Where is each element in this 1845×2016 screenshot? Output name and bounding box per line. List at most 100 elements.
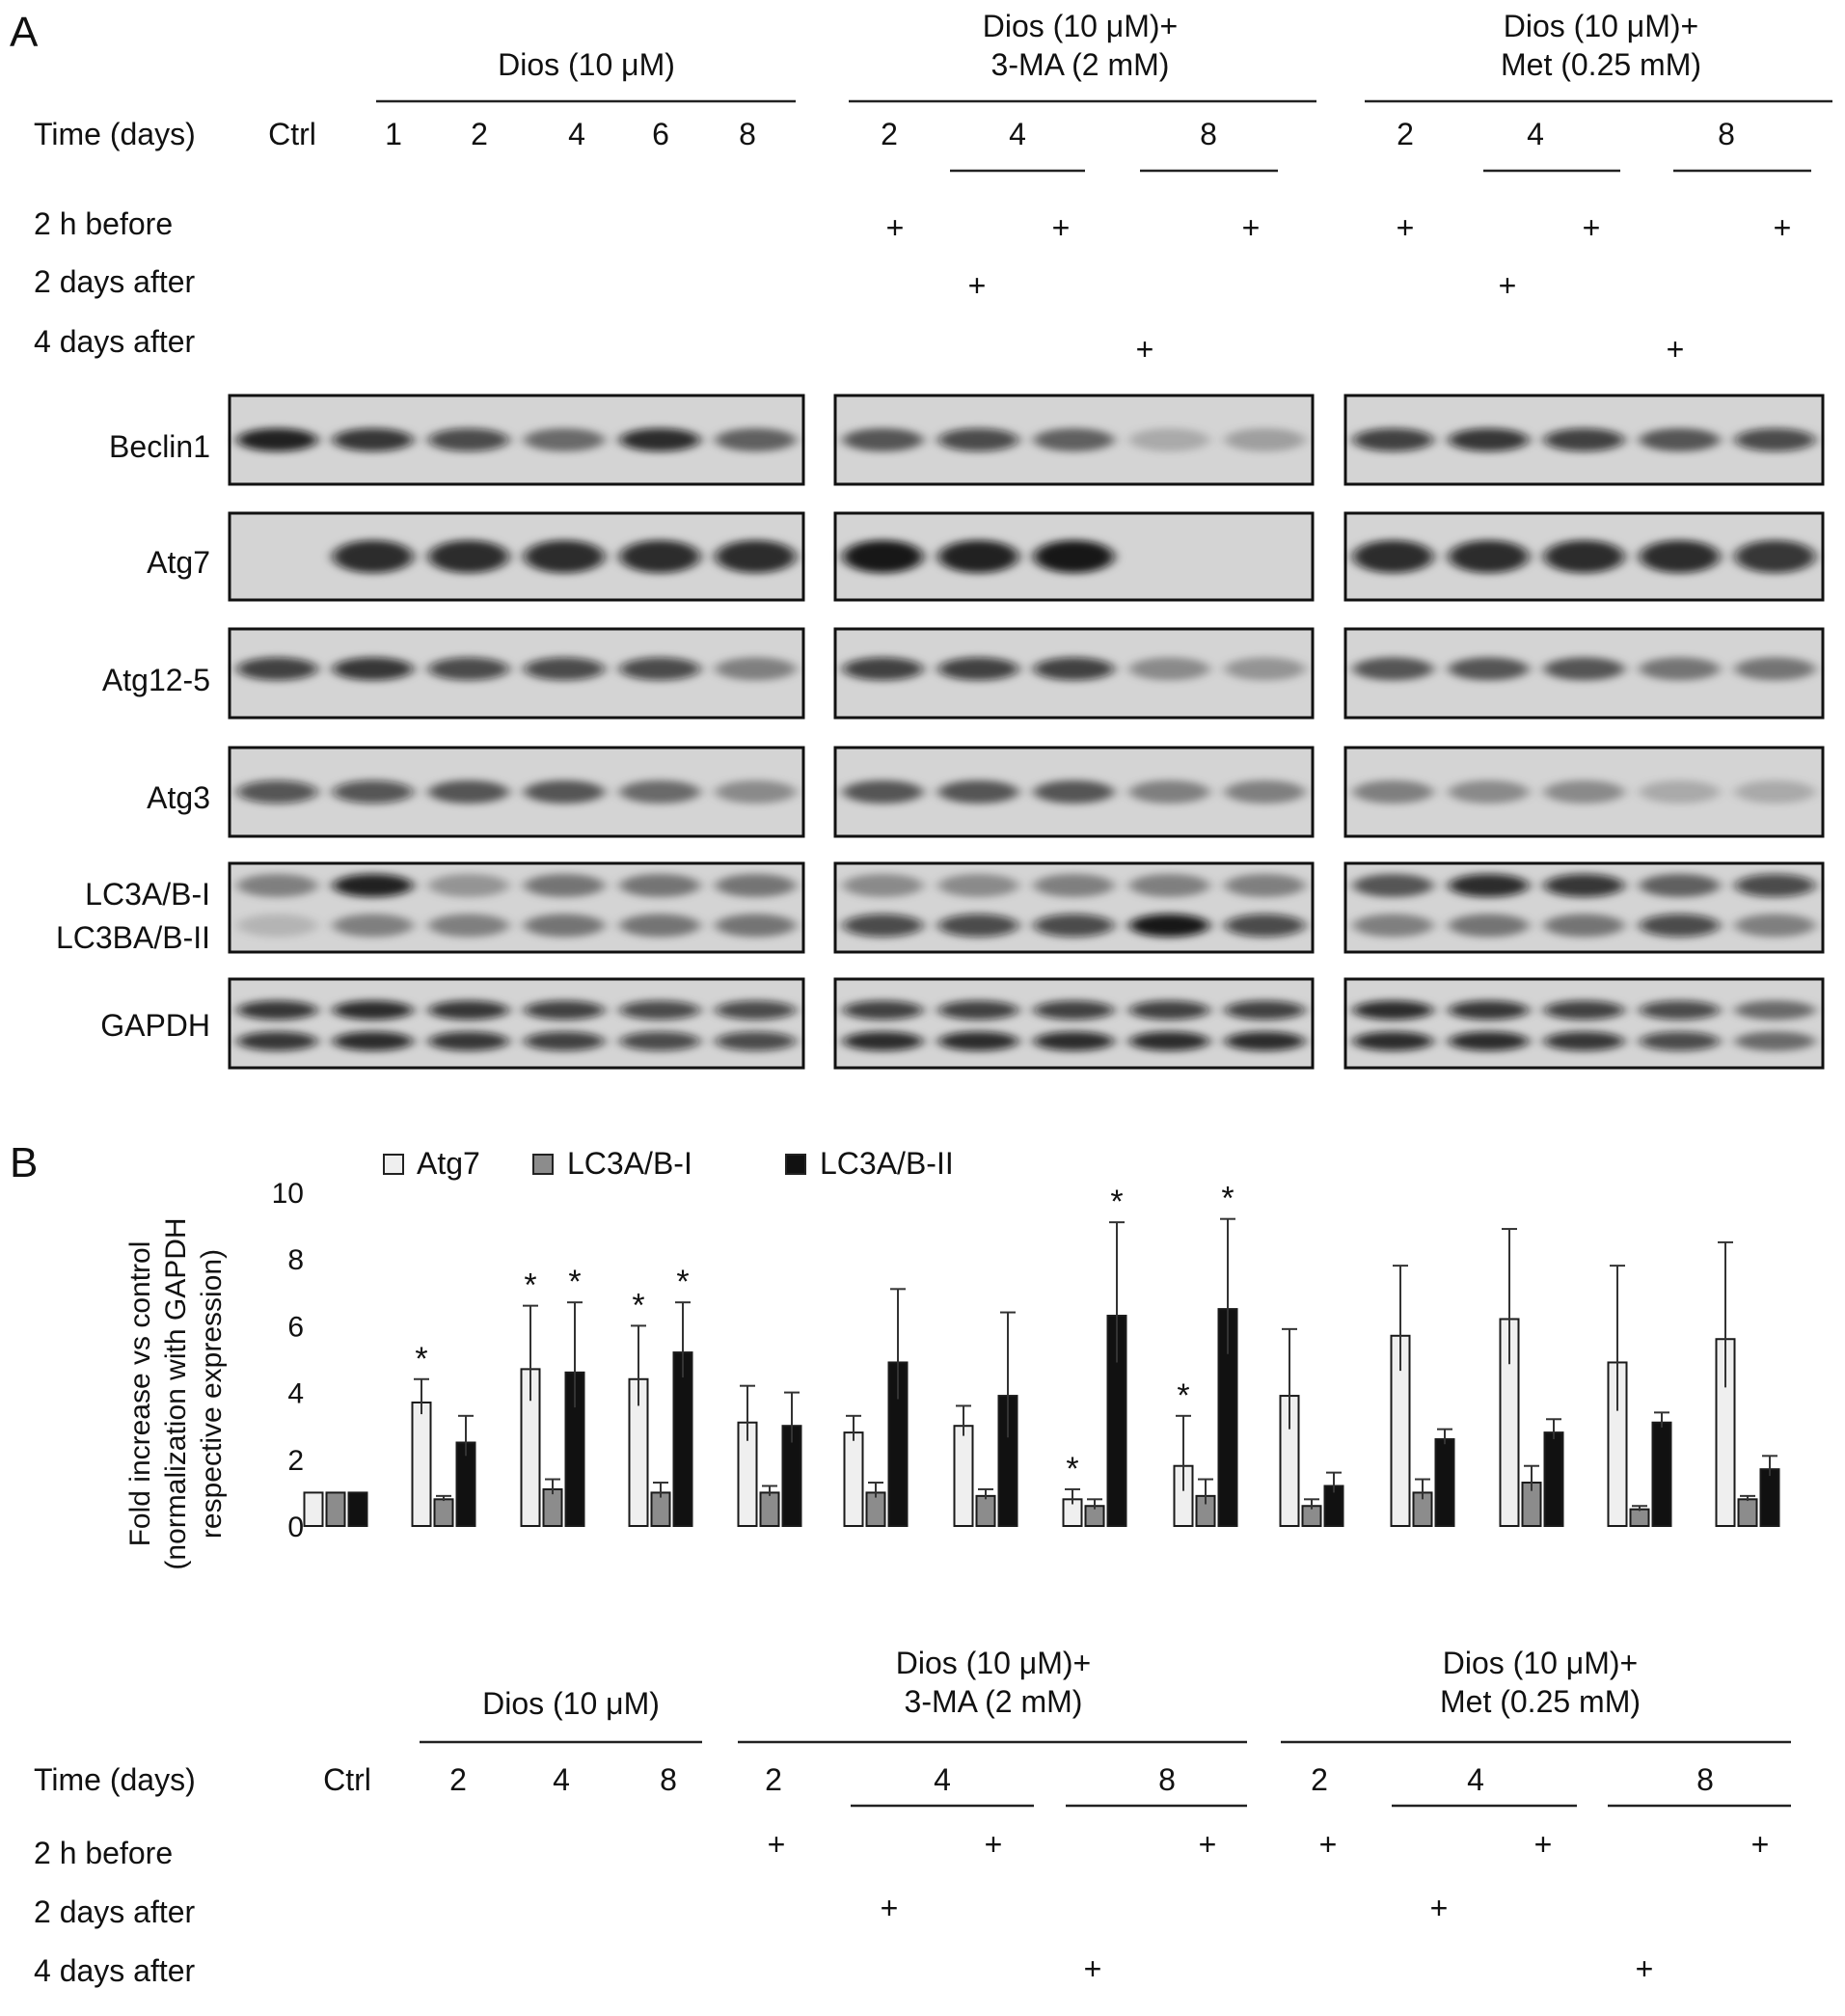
panel-b-plus-signs: + + + + + + + + + + [768, 1827, 1770, 1986]
bar-atg7 [843, 1431, 864, 1527]
panel-b-row-2h-before: 2 h before [34, 1836, 173, 1870]
plus: + [1583, 210, 1601, 245]
blot-band [1224, 657, 1306, 681]
blot-band [333, 657, 414, 681]
blot-band [619, 540, 700, 573]
blot-band [1734, 913, 1816, 938]
significance-star: * [568, 1264, 581, 1300]
blot-band [619, 1000, 700, 1021]
blot-band [1352, 1000, 1434, 1021]
blot-band [715, 657, 797, 681]
panel-b: B Atg7 LC3A/B-I LC3A/B-II Fold increase … [10, 1139, 1791, 1988]
plus: + [886, 210, 905, 245]
blot-band [1448, 657, 1530, 681]
panel-a-met-day-4: 4 [1527, 117, 1544, 151]
blot-band [1448, 428, 1530, 451]
blot-band [1224, 913, 1306, 938]
blot-band [524, 913, 605, 938]
blot-frame [228, 511, 805, 602]
panel-b-row-2days-after: 2 days after [34, 1894, 196, 1929]
plus: + [768, 1827, 786, 1862]
panel-b-row-4days-after: 4 days after [34, 1953, 196, 1988]
plus: + [881, 1891, 899, 1925]
y-axis-label-line3: respective expression) [196, 1249, 228, 1539]
panel-b-group-dios: Dios (10 μM) [482, 1686, 660, 1721]
blot-band [524, 780, 605, 804]
blot-band [1128, 1031, 1210, 1051]
blot-band [715, 1000, 797, 1021]
significance-star: * [1110, 1184, 1123, 1220]
plus: + [1136, 332, 1154, 367]
panel-a-day-1: 1 [385, 117, 402, 151]
legend-swatch-lc3i [532, 1154, 554, 1175]
blot-band [1448, 780, 1530, 804]
blot-band [1639, 874, 1721, 897]
y-tick-label: 10 [272, 1178, 304, 1210]
blot-band [1033, 874, 1115, 897]
blot-band [1224, 1031, 1306, 1051]
panel-a-row-2h-before: 2 h before [34, 206, 173, 241]
plus: + [1774, 210, 1792, 245]
plus: + [985, 1827, 1003, 1862]
blot-band [1033, 1031, 1115, 1051]
panel-a-3ma-day-8: 8 [1200, 117, 1217, 151]
blot-band [524, 1031, 605, 1051]
blot-band [428, 874, 509, 897]
panel-a-ctrl: Ctrl [268, 117, 316, 151]
panel-b-3ma-day-4: 4 [934, 1762, 951, 1797]
bar-lc3i [975, 1494, 996, 1527]
plus: + [968, 268, 987, 303]
y-tick-label: 2 [287, 1445, 304, 1477]
panel-a-day-4: 4 [568, 117, 585, 151]
blot-band [1543, 1031, 1625, 1051]
panel-a-group-met-line1: Dios (10 μM)+ [1504, 9, 1698, 43]
significance-star: * [1066, 1451, 1078, 1487]
protein-atg3: Atg3 [147, 780, 210, 815]
blot-band [428, 780, 509, 804]
significance-star: * [524, 1267, 536, 1304]
blot-band [236, 428, 318, 451]
blot-band [1734, 657, 1816, 681]
y-tick-label: 8 [287, 1244, 304, 1276]
blot-band [1224, 780, 1306, 804]
bar-atg7 [411, 1401, 432, 1527]
bar-lc3i [759, 1491, 780, 1528]
blot-band [236, 913, 318, 938]
blot-band [715, 874, 797, 897]
panel-a-met-day-8: 8 [1718, 117, 1735, 151]
blot-band [842, 1000, 924, 1021]
bar-atg7 [953, 1425, 974, 1527]
blot-band [428, 428, 509, 451]
panel-a-day-2: 2 [471, 117, 488, 151]
y-tick-label: 4 [287, 1378, 304, 1410]
blot-frame [833, 977, 1315, 1070]
bar-lc3i [325, 1491, 346, 1528]
plus: + [1319, 1827, 1338, 1862]
blot-band [1639, 657, 1721, 681]
blot-band [937, 913, 1019, 938]
blot-band [1639, 913, 1721, 938]
blot-band [1448, 1031, 1530, 1051]
protein-gapdh: GAPDH [100, 1008, 210, 1043]
blot-band [1128, 428, 1210, 451]
blot-band [1734, 1031, 1816, 1051]
blot-band [1543, 657, 1625, 681]
blot-band [715, 428, 797, 451]
blot-band [842, 874, 924, 897]
blot-band [842, 913, 924, 938]
blot-band [842, 540, 924, 573]
blot-band [1734, 428, 1816, 451]
protein-beclin1: Beclin1 [109, 429, 210, 464]
legend-swatch-lc3ii [785, 1154, 806, 1175]
protein-atg12-5: Atg12-5 [102, 663, 210, 697]
bar-lc3ii [1434, 1438, 1455, 1528]
blot-band [1639, 780, 1721, 804]
blot-band [524, 657, 605, 681]
blot-band [1352, 428, 1434, 451]
significance-star: * [415, 1341, 427, 1377]
blot-band [1033, 1000, 1115, 1021]
plus: + [1430, 1891, 1449, 1925]
bar-lc3ii [1651, 1421, 1672, 1527]
blot-band [619, 1031, 700, 1051]
